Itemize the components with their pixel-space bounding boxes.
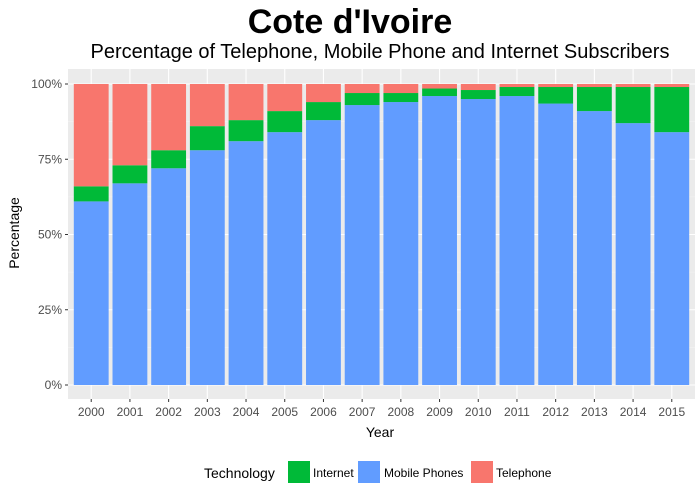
y-axis-ticks: 0% 25% 50% 75% 100% [31,77,68,392]
y-tick-label: 25% [38,303,62,317]
bar-mobile-phones-2005 [267,132,303,385]
bar-mobile-phones-2015 [654,132,690,385]
bar-telephone-2002 [151,84,187,151]
x-tick-label: 2009 [426,405,453,419]
bar-internet-2013 [576,87,612,112]
legend-key-telephone [471,461,493,483]
chart-subtitle: Percentage of Telephone, Mobile Phone an… [90,41,670,63]
bar-mobile-phones-2008 [383,102,419,385]
bar-internet-2010 [460,90,496,100]
x-tick-label: 2005 [271,405,298,419]
bar-telephone-2014 [615,84,651,88]
bar-telephone-2009 [422,84,457,89]
x-axis-ticks: 2000 2001 2002 2003 2004 2005 2006 2007 2008 2009… [78,399,685,419]
bar-telephone-2010 [460,84,496,91]
bar-internet-2000 [73,186,109,202]
bar-internet-2009 [422,88,457,97]
y-tick-label: 50% [38,228,62,242]
bar-telephone-2001 [112,84,148,166]
y-tick-label: 75% [38,152,62,166]
bar-internet-2012 [538,87,574,104]
bar-internet-2001 [112,165,148,184]
bar-telephone-2007 [344,84,380,94]
bar-internet-2003 [189,126,225,151]
x-tick-label: 2010 [465,405,492,419]
bar-telephone-2011 [499,84,535,88]
bar-internet-2002 [151,150,187,169]
bar-internet-2014 [615,87,651,124]
bar-mobile-phones-2013 [576,111,612,385]
legend-label-telephone: Telephone [496,466,552,480]
legend-label-mobile-phones: Mobile Phones [384,466,463,480]
bar-mobile-phones-2012 [538,103,574,385]
x-tick-label: 2001 [117,405,144,419]
bar-mobile-phones-2014 [615,123,651,385]
bar-telephone-2008 [383,84,419,94]
bar-mobile-phones-2011 [499,96,535,385]
bar-internet-2005 [267,111,303,133]
bar-telephone-2006 [306,84,341,103]
x-tick-label: 2004 [233,405,260,419]
bar-internet-2004 [228,120,264,142]
bar-telephone-2004 [228,84,264,121]
bar-mobile-phones-2006 [306,120,341,386]
bar-telephone-2012 [538,84,574,88]
legend-key-internet [288,461,310,483]
y-tick-label: 0% [45,378,63,392]
bar-telephone-2000 [73,84,109,187]
legend-label-internet: Internet [313,466,354,480]
bar-stack [73,84,690,386]
bar-telephone-2003 [189,84,225,127]
bar-telephone-2005 [267,84,303,112]
bar-internet-2008 [383,93,419,103]
bar-mobile-phones-2003 [189,150,225,385]
chart-title: Cote d'Ivoire [247,3,453,41]
bar-mobile-phones-2007 [344,105,380,385]
x-tick-label: 2014 [620,405,647,419]
x-tick-label: 2015 [658,405,685,419]
bar-mobile-phones-2002 [151,168,187,385]
x-axis-title: Year [366,424,395,440]
legend: Technology Internet Mobile Phones Teleph… [204,461,552,483]
x-tick-label: 2000 [78,405,105,419]
legend-key-mobile-phones [358,461,380,483]
bar-internet-2015 [654,87,690,133]
bar-mobile-phones-2000 [73,201,109,385]
y-axis-title: Percentage [6,197,22,269]
bar-mobile-phones-2001 [112,183,148,385]
y-tick-label: 100% [31,77,62,91]
x-tick-label: 2002 [155,405,182,419]
x-tick-label: 2011 [504,405,530,419]
bar-mobile-phones-2010 [460,99,496,386]
bar-internet-2007 [344,93,380,106]
x-tick-label: 2003 [194,405,221,419]
bar-telephone-2015 [654,84,690,88]
bar-mobile-phones-2004 [228,141,264,385]
x-tick-label: 2012 [542,405,569,419]
x-tick-label: 2013 [581,405,608,419]
bar-internet-2006 [306,102,341,121]
x-tick-label: 2008 [388,405,415,419]
bar-internet-2011 [499,87,535,97]
bar-mobile-phones-2009 [422,96,457,385]
x-tick-label: 2006 [310,405,337,419]
bar-telephone-2013 [576,84,612,88]
legend-title: Technology [204,465,275,481]
x-tick-label: 2007 [349,405,376,419]
